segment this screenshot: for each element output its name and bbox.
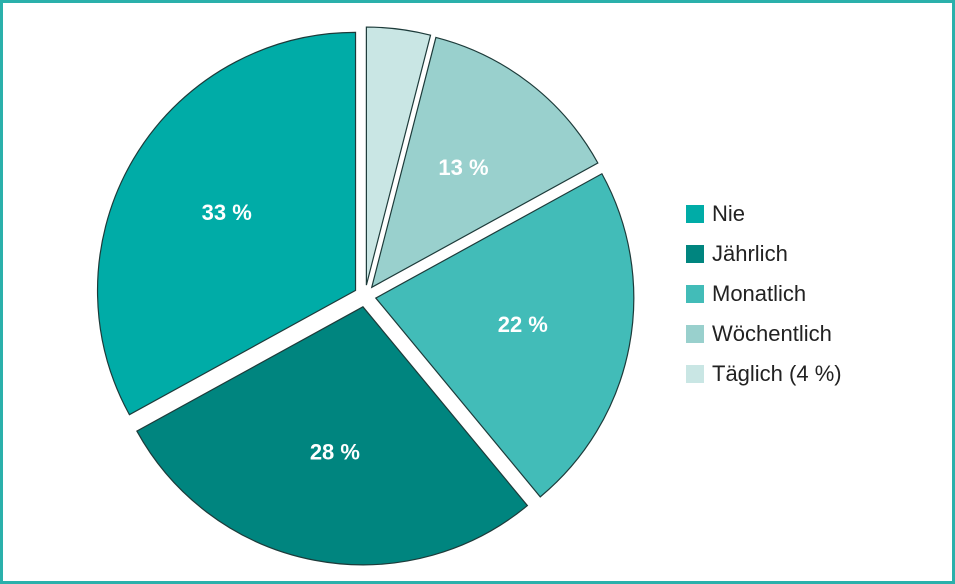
legend-swatch <box>686 285 704 303</box>
pie-slice <box>374 172 635 498</box>
legend-swatch <box>686 365 704 383</box>
slice-label: 13 % <box>438 155 488 180</box>
legend-label: Täglich (4 %) <box>712 361 842 386</box>
pie-slice <box>96 31 357 416</box>
legend-label: Nie <box>712 201 745 226</box>
legend-swatch <box>686 325 704 343</box>
legend-label: Monatlich <box>712 281 806 306</box>
legend-label: Jährlich <box>712 241 788 266</box>
slice-label: 22 % <box>498 312 548 337</box>
pie-slice <box>365 26 432 286</box>
legend-swatch <box>686 205 704 223</box>
legend-label: Wöchentlich <box>712 321 832 346</box>
pie-slice <box>136 306 529 566</box>
slice-label: 28 % <box>310 440 360 465</box>
pie-slice <box>370 36 599 289</box>
legend-swatch <box>686 245 704 263</box>
slice-label: 33 % <box>202 200 252 225</box>
